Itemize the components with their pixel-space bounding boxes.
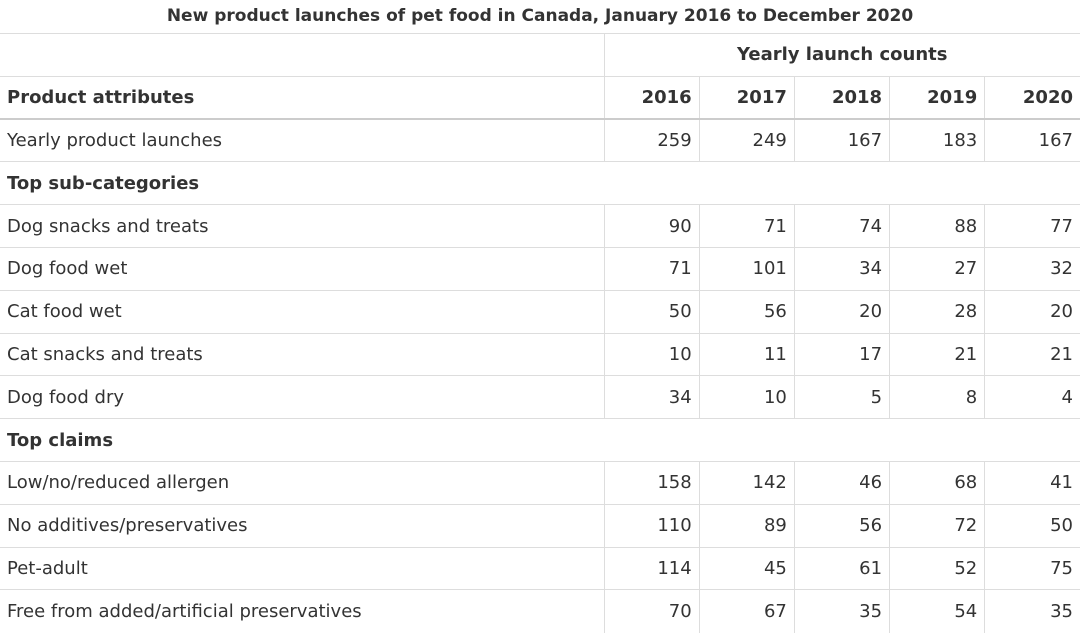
cell-value: 68 (889, 461, 985, 505)
cell-value: 249 (698, 119, 795, 162)
cell-value: 54 (889, 589, 985, 633)
row-label: Cat food wet (7, 301, 122, 323)
cell-value: 89 (698, 504, 795, 548)
row-label: Pet-adult (7, 557, 88, 579)
cell-value: 167 (793, 119, 890, 162)
data-row: Dog snacks and treats 90 71 74 88 77 (0, 204, 1080, 248)
cell-value: 21 (984, 333, 1080, 376)
row-label: Dog snacks and treats (7, 215, 209, 237)
data-row: Low/no/reduced allergen 158 142 46 68 41 (0, 461, 1080, 505)
data-row: Dog food wet 71 101 34 27 32 (0, 247, 1080, 291)
row-label: Free from added/artificial preservatives (7, 601, 362, 622)
data-table: Yearly launch counts Product attributes 2… (0, 33, 1080, 633)
cell-value: 28 (889, 290, 985, 334)
cell-value: 61 (793, 547, 890, 590)
section-row: Top sub-categories (0, 161, 1080, 205)
cell-value: 77 (984, 204, 1080, 248)
cell-value: 35 (793, 589, 890, 633)
header-row: Yearly launch counts (0, 33, 1080, 77)
table-head: Yearly launch counts Product attributes 2… (0, 33, 1080, 120)
data-row: Dog food dry 34 10 5 8 4 (0, 375, 1080, 419)
data-row: Yearly product launches 259 249 167 183 167 (0, 119, 1080, 162)
cell-value: 74 (793, 204, 890, 248)
cell-value: 46 (793, 461, 890, 505)
row-label: Low/no/reduced allergen (7, 472, 230, 494)
cell-value: 56 (793, 504, 890, 548)
cell-value: 72 (889, 504, 985, 548)
cell-value: 50 (603, 290, 700, 334)
cell-value: 158 (603, 461, 700, 505)
cell-value: 142 (698, 461, 795, 505)
cell-value: 5 (793, 375, 890, 419)
cell-value: 167 (984, 119, 1080, 162)
cell-value: 259 (603, 119, 700, 162)
header-row: Product attributes 2016 2017 2018 2019 2020 (0, 76, 1080, 120)
cell-value: 34 (793, 247, 890, 291)
row-label: Yearly product launches (7, 130, 223, 152)
column-header: 2017 (698, 76, 795, 120)
cell-value: 35 (984, 589, 1080, 633)
cell-value: 20 (793, 290, 890, 334)
column-header: 2018 (793, 76, 890, 120)
data-row: Free from added/artificial preservatives… (0, 589, 1080, 633)
data-row: Cat snacks and treats 10 11 17 21 21 (0, 333, 1080, 376)
data-row: Cat food wet 50 56 20 28 20 (0, 290, 1080, 334)
data-row: Pet-adult 114 45 61 52 75 (0, 547, 1080, 590)
cell-value: 21 (889, 333, 985, 376)
group-header: Yearly launch counts (603, 33, 1080, 77)
cell-value: 90 (603, 204, 700, 248)
section-label: Top claims (7, 429, 114, 451)
cell-value: 183 (889, 119, 985, 162)
cell-value: 110 (603, 504, 700, 548)
column-header: 2016 (603, 76, 700, 120)
row-label: No additives/preservatives (7, 515, 248, 537)
table-body: Yearly product launches 259 249 167 183 167 To… (0, 119, 1080, 633)
row-label: Dog food dry (7, 386, 125, 408)
header-spacer (0, 34, 604, 77)
cell-value: 8 (889, 375, 985, 419)
column-header: 2019 (889, 76, 985, 120)
cell-value: 114 (603, 547, 700, 590)
cell-value: 32 (984, 247, 1080, 291)
cell-value: 70 (603, 589, 700, 633)
cell-value: 20 (984, 290, 1080, 334)
cell-value: 11 (698, 333, 795, 376)
cell-value: 4 (984, 375, 1080, 419)
cell-value: 67 (698, 589, 795, 633)
column-header: 2020 (984, 76, 1080, 120)
cell-value: 27 (889, 247, 985, 291)
table-title: New product launches of pet food in Cana… (166, 6, 914, 26)
cell-value: 50 (984, 504, 1080, 548)
section-row: Top claims (0, 418, 1080, 462)
cell-value: 52 (889, 547, 985, 590)
row-label: Cat snacks and treats (7, 343, 203, 365)
cell-value: 71 (698, 204, 795, 248)
cell-value: 56 (698, 290, 795, 334)
section-label: Top sub-categories (7, 172, 200, 194)
cell-value: 45 (698, 547, 795, 590)
cell-value: 101 (698, 247, 795, 291)
cell-value: 41 (984, 461, 1080, 505)
cell-value: 10 (698, 375, 795, 419)
label-header: Product attributes (7, 86, 195, 108)
cell-value: 71 (603, 247, 700, 291)
data-row: No additives/preservatives 110 89 56 72 50 (0, 504, 1080, 548)
row-label: Dog food wet (7, 258, 128, 280)
cell-value: 10 (603, 333, 700, 376)
cell-value: 75 (984, 547, 1080, 590)
cell-value: 88 (889, 204, 985, 248)
cell-value: 34 (603, 375, 700, 419)
cell-value: 17 (793, 333, 890, 376)
